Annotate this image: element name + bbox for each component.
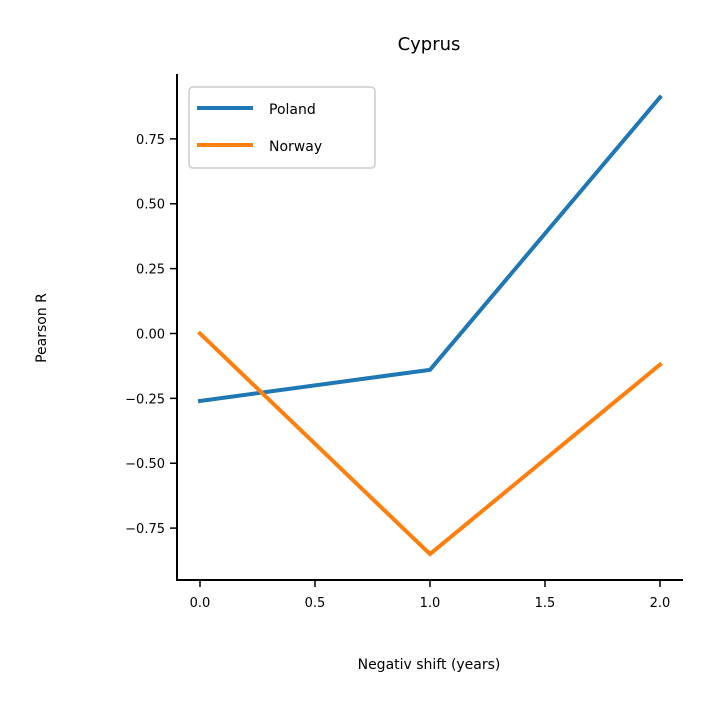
plot-area: 0.0 0.5 1.0 1.5 2.0 −0.75 −0.50 −0.25 0.00 0.25 0… bbox=[125, 74, 683, 611]
x-tick-label: 1.5 bbox=[535, 596, 556, 611]
y-ticks: −0.75 −0.50 −0.25 0.00 0.25 0.50 0.75 bbox=[125, 133, 177, 537]
legend: Poland Norway bbox=[188, 86, 376, 169]
legend-label-norway: Norway bbox=[269, 139, 322, 155]
series-layer bbox=[197, 94, 663, 557]
y-tick-label: −0.25 bbox=[125, 392, 165, 407]
y-tick-label: 0.00 bbox=[136, 327, 165, 342]
x-tick-label: 2.0 bbox=[650, 596, 671, 611]
x-ticks: 0.0 0.5 1.0 1.5 2.0 bbox=[190, 580, 671, 611]
legend-items: Poland Norway bbox=[197, 102, 322, 155]
y-tick-label: −0.75 bbox=[125, 522, 165, 537]
x-axis-label: Negativ shift (years) bbox=[358, 657, 501, 673]
series-line-poland bbox=[197, 94, 663, 404]
x-tick-label: 0.0 bbox=[190, 596, 211, 611]
y-tick-label: 0.75 bbox=[136, 133, 165, 148]
y-tick-label: 0.50 bbox=[136, 198, 165, 213]
chart-title: Cyprus bbox=[398, 34, 461, 55]
x-tick-label: 0.5 bbox=[305, 596, 326, 611]
series-line-norway bbox=[197, 330, 663, 557]
x-tick-label: 1.0 bbox=[420, 596, 441, 611]
legend-frame bbox=[188, 86, 376, 169]
y-tick-label: −0.50 bbox=[125, 457, 165, 472]
legend-label-poland: Poland bbox=[269, 102, 316, 118]
y-tick-label: 0.25 bbox=[136, 263, 165, 278]
y-axis-label: Pearson R bbox=[34, 293, 50, 363]
